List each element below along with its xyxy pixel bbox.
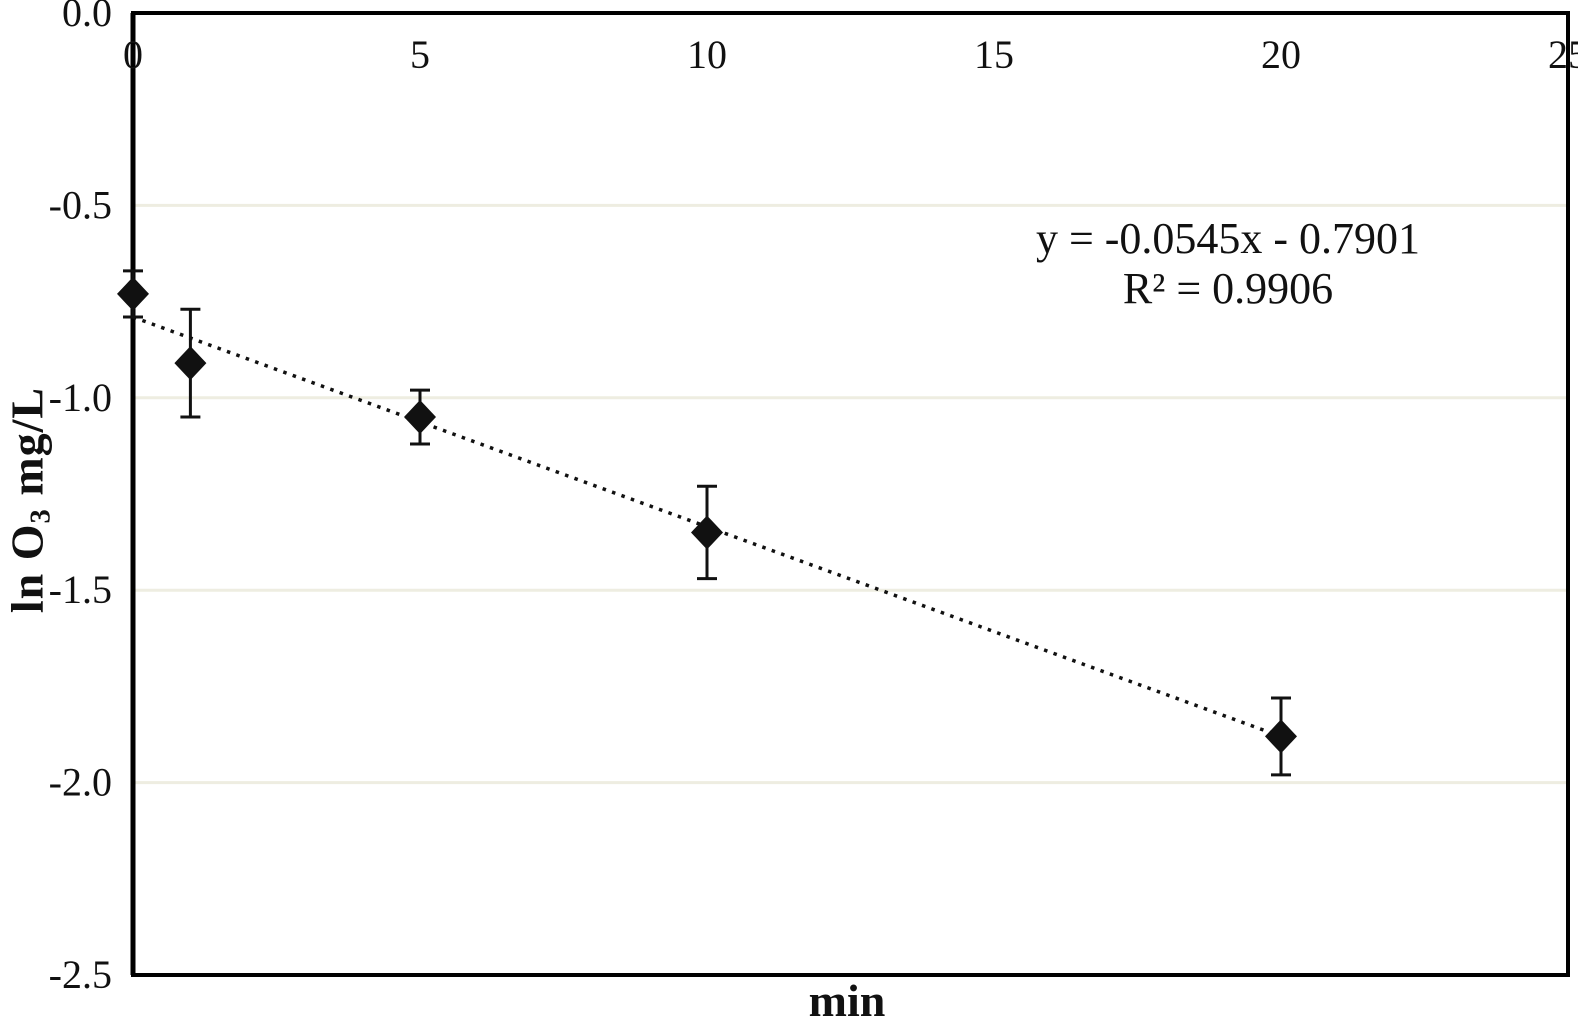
x-tick-label: 20 <box>1261 32 1301 77</box>
y-tick-label: 0.0 <box>62 0 112 35</box>
trendline-annotation: y = -0.0545x - 0.7901 R² = 0.9906 <box>1028 214 1428 314</box>
y-tick-label: -2.5 <box>49 952 112 997</box>
y-axis-title: ln O3 mg/L <box>1 386 57 614</box>
r-squared-label: R² = 0.9906 <box>1122 264 1334 313</box>
plot-border <box>131 11 1570 977</box>
data-point-marker <box>691 515 723 550</box>
x-tick-label: 5 <box>410 32 430 77</box>
data-point-marker <box>404 400 436 435</box>
y-tick-label: -1.0 <box>49 375 112 420</box>
data-point-marker <box>174 346 207 381</box>
y-tick-label: -1.5 <box>49 567 112 612</box>
data-point-marker <box>117 276 149 311</box>
x-axis-title: min <box>808 975 886 1023</box>
x-tick-label: 0 <box>123 32 143 77</box>
y-axis-title-text: ln O <box>1 523 53 614</box>
data-point-marker <box>1265 719 1297 754</box>
trendline-equation: y = -0.0545x - 0.7901 <box>1035 214 1421 263</box>
x-tick-label: 25 <box>1548 32 1578 77</box>
y-tick-label: -0.5 <box>49 182 112 227</box>
y-tick-label: -2.0 <box>49 760 112 805</box>
y-axis-title-units: mg/L <box>1 386 53 509</box>
x-tick-label: 15 <box>974 32 1014 77</box>
x-tick-label: 10 <box>687 32 727 77</box>
y-axis-title-subscript: 3 <box>25 508 57 524</box>
